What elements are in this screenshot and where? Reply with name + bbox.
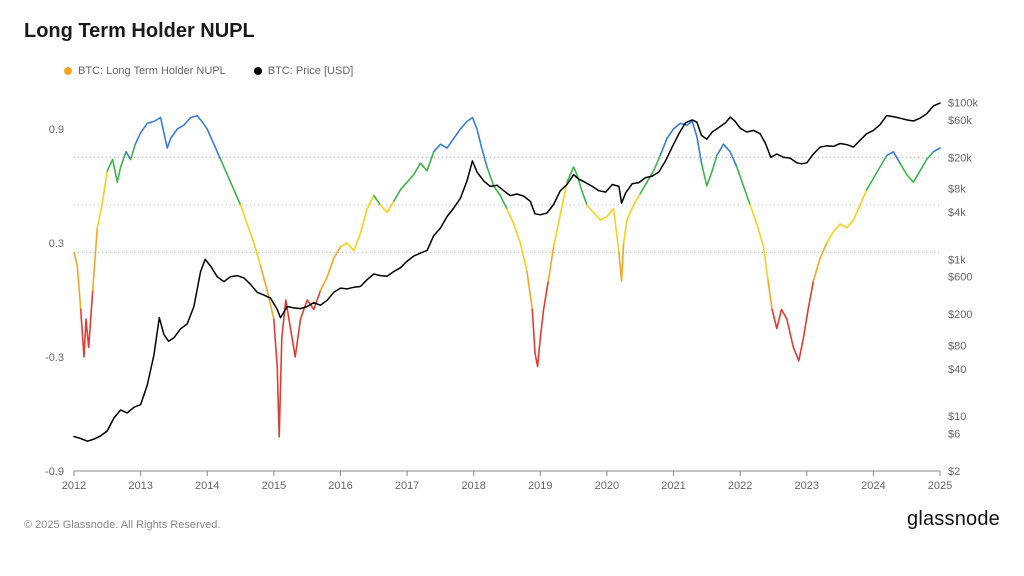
chart-title: Long Term Holder NUPL	[24, 20, 1000, 43]
svg-text:2012: 2012	[62, 480, 86, 492]
svg-text:2017: 2017	[395, 480, 419, 492]
svg-text:$600: $600	[948, 272, 972, 284]
legend-swatch-price	[254, 67, 262, 75]
svg-text:2025: 2025	[928, 480, 952, 492]
svg-text:$6: $6	[948, 429, 960, 441]
svg-text:$40: $40	[948, 364, 966, 376]
svg-text:2023: 2023	[795, 480, 819, 492]
legend-item-price: BTC: Price [USD]	[254, 65, 354, 77]
svg-text:0.9: 0.9	[49, 124, 64, 136]
svg-text:$2: $2	[948, 466, 960, 478]
svg-text:2019: 2019	[528, 480, 552, 492]
svg-text:$20k: $20k	[948, 152, 972, 164]
svg-text:$10: $10	[948, 411, 966, 423]
svg-text:2021: 2021	[661, 480, 685, 492]
svg-text:$100k: $100k	[948, 97, 978, 109]
legend-label-nupl: BTC: Long Term Holder NUPL	[78, 65, 226, 77]
svg-text:$4k: $4k	[948, 207, 966, 219]
svg-text:2013: 2013	[128, 480, 152, 492]
svg-text:$60k: $60k	[948, 115, 972, 127]
svg-text:2016: 2016	[328, 480, 352, 492]
chart-svg: 2012 2013 2014 2015 2016 2017 2018 2019 2020 2021…	[24, 85, 1000, 497]
legend-label-price: BTC: Price [USD]	[268, 65, 354, 77]
svg-text:0.3: 0.3	[49, 238, 64, 250]
legend-item-nupl: BTC: Long Term Holder NUPL	[64, 65, 226, 77]
svg-text:2015: 2015	[262, 480, 286, 492]
svg-text:$1k: $1k	[948, 254, 966, 266]
svg-text:2020: 2020	[595, 480, 619, 492]
svg-text:-0.9: -0.9	[45, 466, 64, 478]
svg-text:$200: $200	[948, 309, 972, 321]
svg-text:2022: 2022	[728, 480, 752, 492]
copyright-text: © 2025 Glassnode. All Rights Reserved.	[24, 519, 220, 531]
svg-text:$8k: $8k	[948, 183, 966, 195]
legend: BTC: Long Term Holder NUPL BTC: Price [U…	[64, 65, 1000, 77]
svg-text:-0.3: -0.3	[45, 352, 64, 364]
svg-text:2014: 2014	[195, 480, 219, 492]
svg-text:2024: 2024	[861, 480, 885, 492]
svg-text:$80: $80	[948, 340, 966, 352]
brand-logo: glassnode	[907, 508, 1000, 531]
plot-area: 2012 2013 2014 2015 2016 2017 2018 2019 2020 2021…	[24, 85, 1000, 497]
legend-swatch-nupl	[64, 67, 72, 75]
svg-text:2018: 2018	[461, 480, 485, 492]
